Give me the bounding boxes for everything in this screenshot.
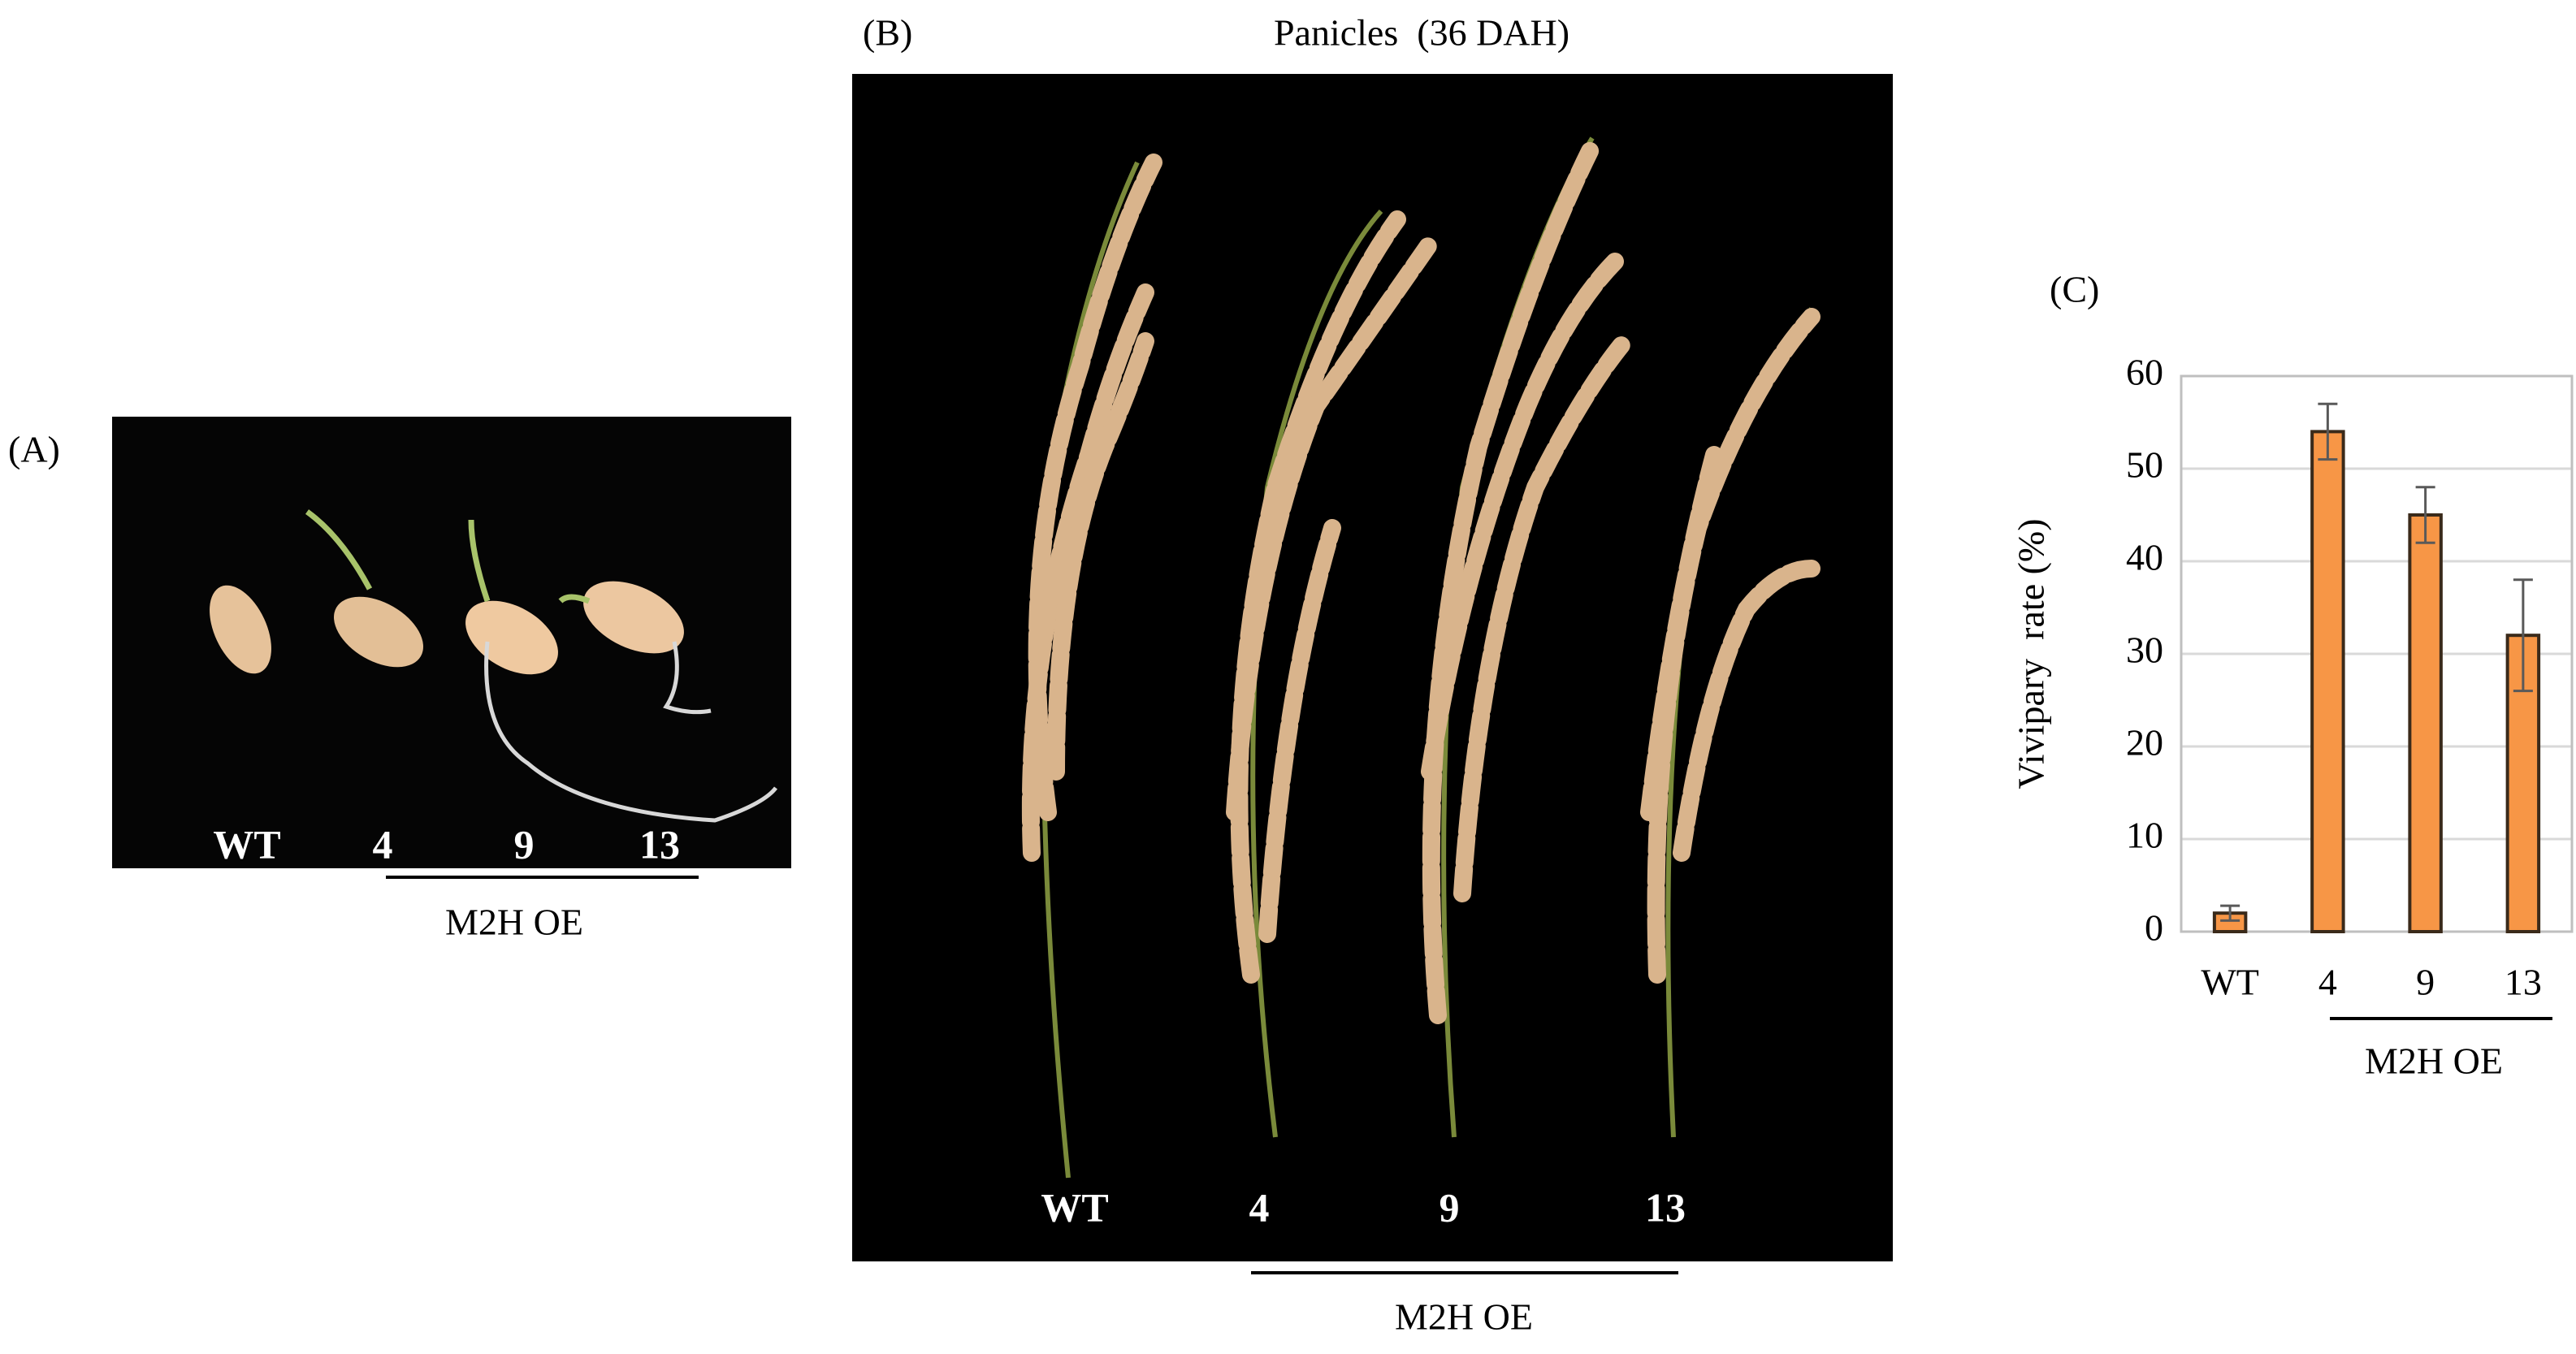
panel-title: Panicles (36 DAH) (1274, 12, 1569, 54)
sample-label: 4 (373, 821, 393, 867)
y-tick-label: 40 (2126, 537, 2163, 578)
panicle-illustration (1021, 136, 1821, 1179)
x-tick-label: WT (2201, 962, 2259, 1003)
error-bar (2318, 402, 2338, 461)
sample-label: 9 (514, 821, 535, 867)
bar (2408, 513, 2443, 933)
y-tick-label: 0 (2145, 907, 2163, 949)
group-label: M2H OE (2365, 1040, 2503, 1082)
sample-label: 13 (1645, 1184, 1686, 1230)
seed-photo (112, 417, 791, 868)
error-bar (2415, 486, 2435, 544)
error-bar (2513, 578, 2533, 693)
y-tick-label: 30 (2126, 629, 2163, 671)
sample-label: 4 (1249, 1184, 1270, 1230)
y-tick-label: 60 (2126, 352, 2163, 393)
seed-illustration (210, 509, 777, 823)
error-bar (2220, 904, 2240, 922)
x-tick-label: 13 (2505, 962, 2542, 1003)
plot-frame (2180, 374, 2574, 933)
x-tick-label: 4 (2318, 962, 2337, 1003)
sample-label: WT (213, 821, 280, 867)
y-tick-label: 10 (2126, 815, 2163, 856)
y-axis-label: Vivipary rate (%) (2011, 518, 2052, 789)
group-label: M2H OE (1395, 1296, 1533, 1338)
y-tick-label: 20 (2126, 722, 2163, 764)
panel-label: (B) (863, 12, 912, 54)
group-label: M2H OE (445, 902, 583, 943)
x-tick-label: 9 (2416, 962, 2435, 1003)
sample-label: 13 (639, 821, 680, 867)
sample-label: WT (1041, 1184, 1108, 1230)
bar (2310, 430, 2345, 933)
panel-label: (A) (8, 429, 60, 470)
sample-label: 9 (1440, 1184, 1460, 1230)
panel-label: (C) (2050, 269, 2099, 310)
y-tick-label: 50 (2126, 444, 2163, 486)
